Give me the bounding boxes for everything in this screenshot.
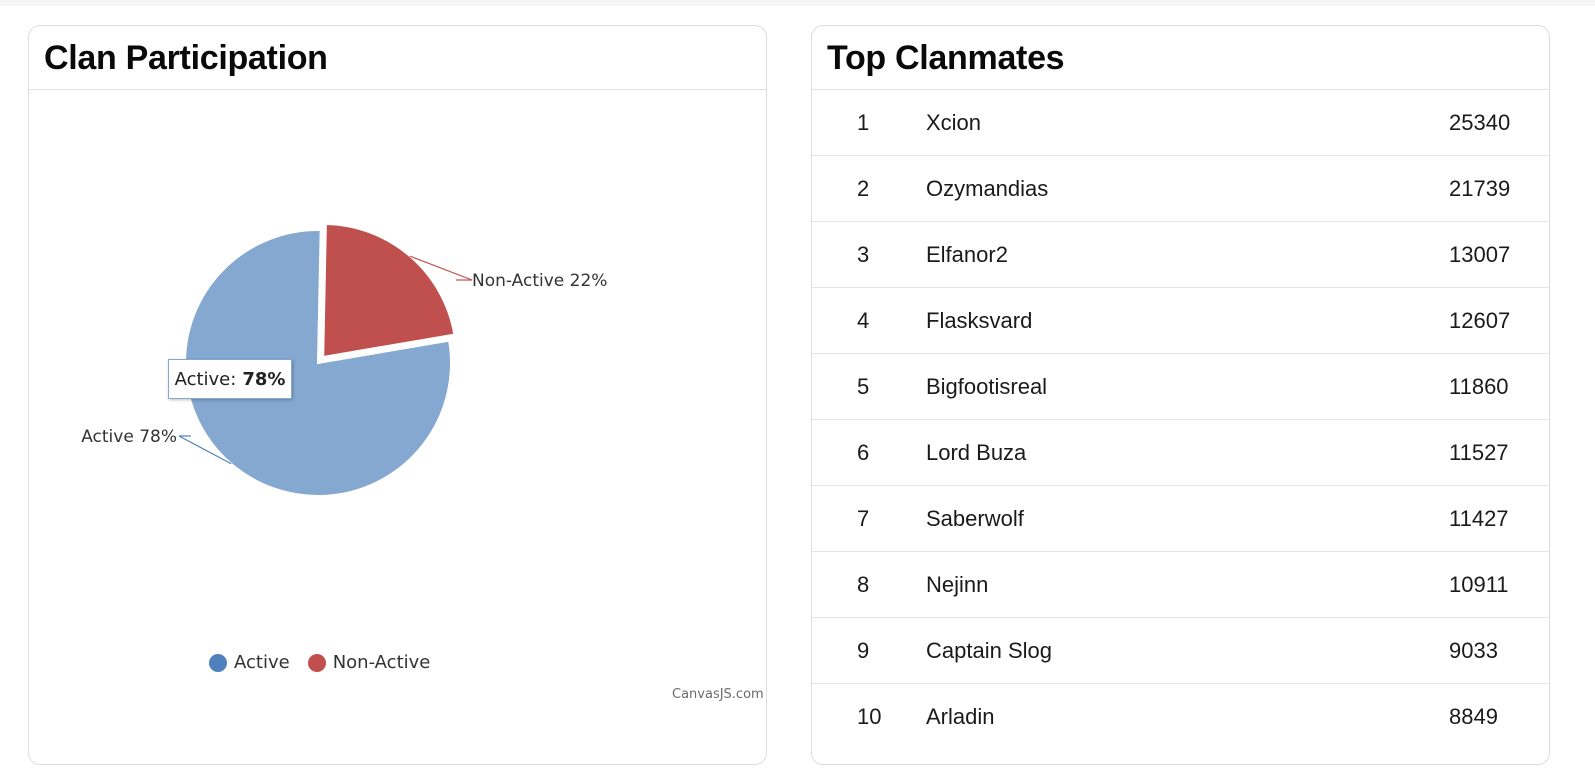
slice-label-active: Active 78% bbox=[81, 427, 177, 447]
pie-slice-non-active[interactable] bbox=[322, 222, 456, 359]
name-cell: Xcion bbox=[926, 109, 982, 135]
leader-line-active bbox=[178, 435, 232, 465]
score-cell: 11527 bbox=[1449, 439, 1509, 465]
tooltip-value: 78% bbox=[242, 368, 286, 390]
score-cell: 11427 bbox=[1449, 505, 1509, 531]
legend-dot-active-icon bbox=[209, 653, 227, 672]
participation-chart: Active 78% Non-Active 22% Active: 78% Act… bbox=[29, 90, 766, 764]
name-cell: Flasksvard bbox=[926, 307, 1033, 333]
table-row[interactable]: 7 Saberwolf 11427 bbox=[812, 486, 1549, 552]
leader-line-non-active bbox=[409, 255, 473, 281]
legend-item-active[interactable]: Active bbox=[209, 652, 290, 673]
tooltip-label: Active: bbox=[174, 368, 237, 390]
rank-cell: 8 bbox=[857, 571, 870, 597]
score-cell: 8849 bbox=[1449, 704, 1498, 729]
chart-tooltip: Active: 78% bbox=[168, 359, 292, 399]
rank-cell: 9 bbox=[857, 637, 870, 663]
table-row[interactable]: 4 Flasksvard 12607 bbox=[812, 288, 1549, 354]
name-cell: Nejinn bbox=[926, 571, 989, 597]
slice-label-non-active: Non-Active 22% bbox=[472, 271, 607, 291]
table-row[interactable]: 1 Xcion 25340 bbox=[812, 90, 1549, 156]
rank-cell: 2 bbox=[857, 175, 870, 201]
name-cell: Elfanor2 bbox=[926, 241, 1008, 267]
name-cell: Captain Slog bbox=[926, 637, 1052, 663]
rank-cell: 4 bbox=[857, 307, 870, 333]
legend-item-non-active[interactable]: Non-Active bbox=[307, 652, 431, 673]
score-cell: 10911 bbox=[1449, 571, 1509, 597]
card-header: Clan Participation bbox=[29, 26, 766, 90]
card-header: Top Clanmates bbox=[812, 26, 1549, 90]
clanmates-title: Top Clanmates bbox=[827, 38, 1065, 77]
rank-cell: 5 bbox=[857, 373, 870, 399]
name-cell: Bigfootisreal bbox=[926, 373, 1048, 399]
score-cell: 21739 bbox=[1449, 175, 1511, 201]
top-divider bbox=[0, 0, 1595, 6]
name-cell: Arladin bbox=[926, 704, 995, 729]
score-cell: 9033 bbox=[1449, 637, 1498, 663]
chart-legend: Active Non-Active bbox=[209, 652, 448, 673]
name-cell: Lord Buza bbox=[926, 439, 1027, 465]
score-cell: 12607 bbox=[1449, 307, 1511, 333]
table-row[interactable]: 5 Bigfootisreal 11860 bbox=[812, 354, 1549, 420]
legend-label-active: Active bbox=[234, 652, 290, 673]
name-cell: Saberwolf bbox=[926, 505, 1024, 531]
chart-credit-link[interactable]: CanvasJS.com bbox=[672, 687, 764, 702]
score-cell: 11860 bbox=[1449, 373, 1509, 399]
table-row[interactable]: 2 Ozymandias 21739 bbox=[812, 156, 1549, 222]
table-row[interactable]: 6 Lord Buza 11527 bbox=[812, 420, 1549, 486]
table-row[interactable]: 9 Captain Slog 9033 bbox=[812, 618, 1549, 684]
score-cell: 25340 bbox=[1449, 109, 1511, 135]
legend-dot-non-active-icon bbox=[307, 653, 326, 672]
pie-chart: Active 78% Non-Active 22% bbox=[81, 222, 607, 497]
clan-participation-card: Clan Participation Active 78% Non-Active … bbox=[28, 25, 767, 765]
participation-title: Clan Participation bbox=[44, 38, 328, 77]
top-clanmates-card: Top Clanmates 1 Xcion 25340 2 Ozymandias… bbox=[811, 25, 1550, 765]
table-row[interactable]: 10 Arladin 8849 bbox=[812, 684, 1549, 750]
table-row[interactable]: 8 Nejinn 10911 bbox=[812, 552, 1549, 618]
rank-cell: 1 bbox=[857, 109, 870, 135]
rank-cell: 6 bbox=[857, 439, 870, 465]
table-row[interactable]: 3 Elfanor2 13007 bbox=[812, 222, 1549, 288]
name-cell: Ozymandias bbox=[926, 175, 1049, 201]
legend-label-non-active: Non-Active bbox=[332, 652, 431, 673]
rank-cell: 10 bbox=[857, 704, 882, 729]
score-cell: 13007 bbox=[1449, 241, 1511, 267]
rank-cell: 7 bbox=[857, 505, 870, 531]
rank-cell: 3 bbox=[857, 241, 870, 267]
clanmates-table: 1 Xcion 25340 2 Ozymandias 21739 3 Elfan… bbox=[812, 90, 1549, 750]
